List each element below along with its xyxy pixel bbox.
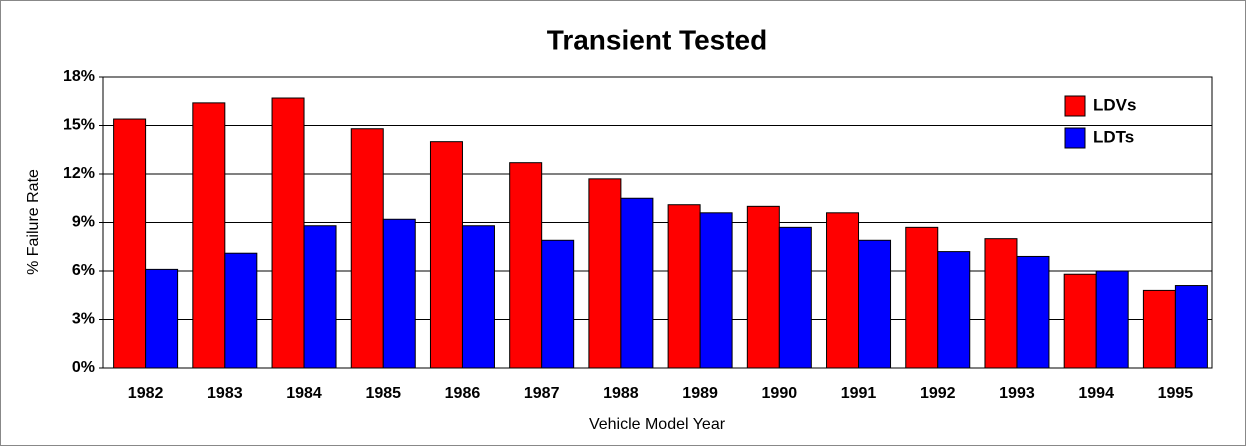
x-tick-label: 1987 [524,385,560,402]
bar [461,225,495,369]
bar [145,268,179,369]
bar [382,218,416,369]
bar [667,204,701,369]
x-tick-label: 1995 [1158,385,1194,402]
bar [192,102,226,369]
bar [1063,273,1097,369]
bar [113,118,147,369]
bar [224,252,258,369]
x-tick-label: 1992 [920,385,956,402]
x-tick-label: 1994 [1078,385,1114,402]
bar [509,162,543,369]
bar [429,141,463,369]
bar [905,226,939,369]
y-tick-label: 18% [63,68,95,85]
x-tick-label: 1984 [286,385,322,402]
x-tick-label: 1989 [682,385,718,402]
y-tick-label: 0% [72,359,95,376]
legend-label: LDTs [1093,127,1134,146]
x-axis-label: Vehicle Model Year [589,416,726,433]
bar [1174,285,1208,369]
bar [303,225,337,369]
y-tick-label: 3% [72,311,95,328]
bar [620,197,654,369]
x-tick-label: 1991 [841,385,877,402]
x-tick-label: 1983 [207,385,243,402]
bar [984,238,1018,369]
bar [937,251,971,369]
legend-label: LDVs [1093,95,1136,114]
bar [1142,289,1176,369]
bar [1016,255,1050,369]
bar [1095,270,1129,369]
y-tick-label: 6% [72,262,95,279]
x-tick-label: 1985 [365,385,401,402]
bar [350,128,384,369]
y-tick-label: 15% [63,117,95,134]
bar [746,205,780,369]
legend-swatch [1064,127,1086,149]
x-tick-label: 1988 [603,385,639,402]
y-tick-label: 12% [63,165,95,182]
bar [541,239,575,369]
bar [588,178,622,369]
bar [271,97,305,369]
bar [826,212,860,369]
chart-title: Transient Tested [547,24,767,55]
bar [858,239,892,369]
x-tick-label: 1990 [762,385,798,402]
bar [699,212,733,369]
x-tick-label: 1982 [128,385,164,402]
x-tick-label: 1993 [999,385,1035,402]
legend-swatch [1064,95,1086,117]
x-tick-label: 1986 [445,385,481,402]
bar [778,226,812,369]
y-axis-label: % Failure Rate [25,169,42,275]
y-tick-label: 9% [72,214,95,231]
